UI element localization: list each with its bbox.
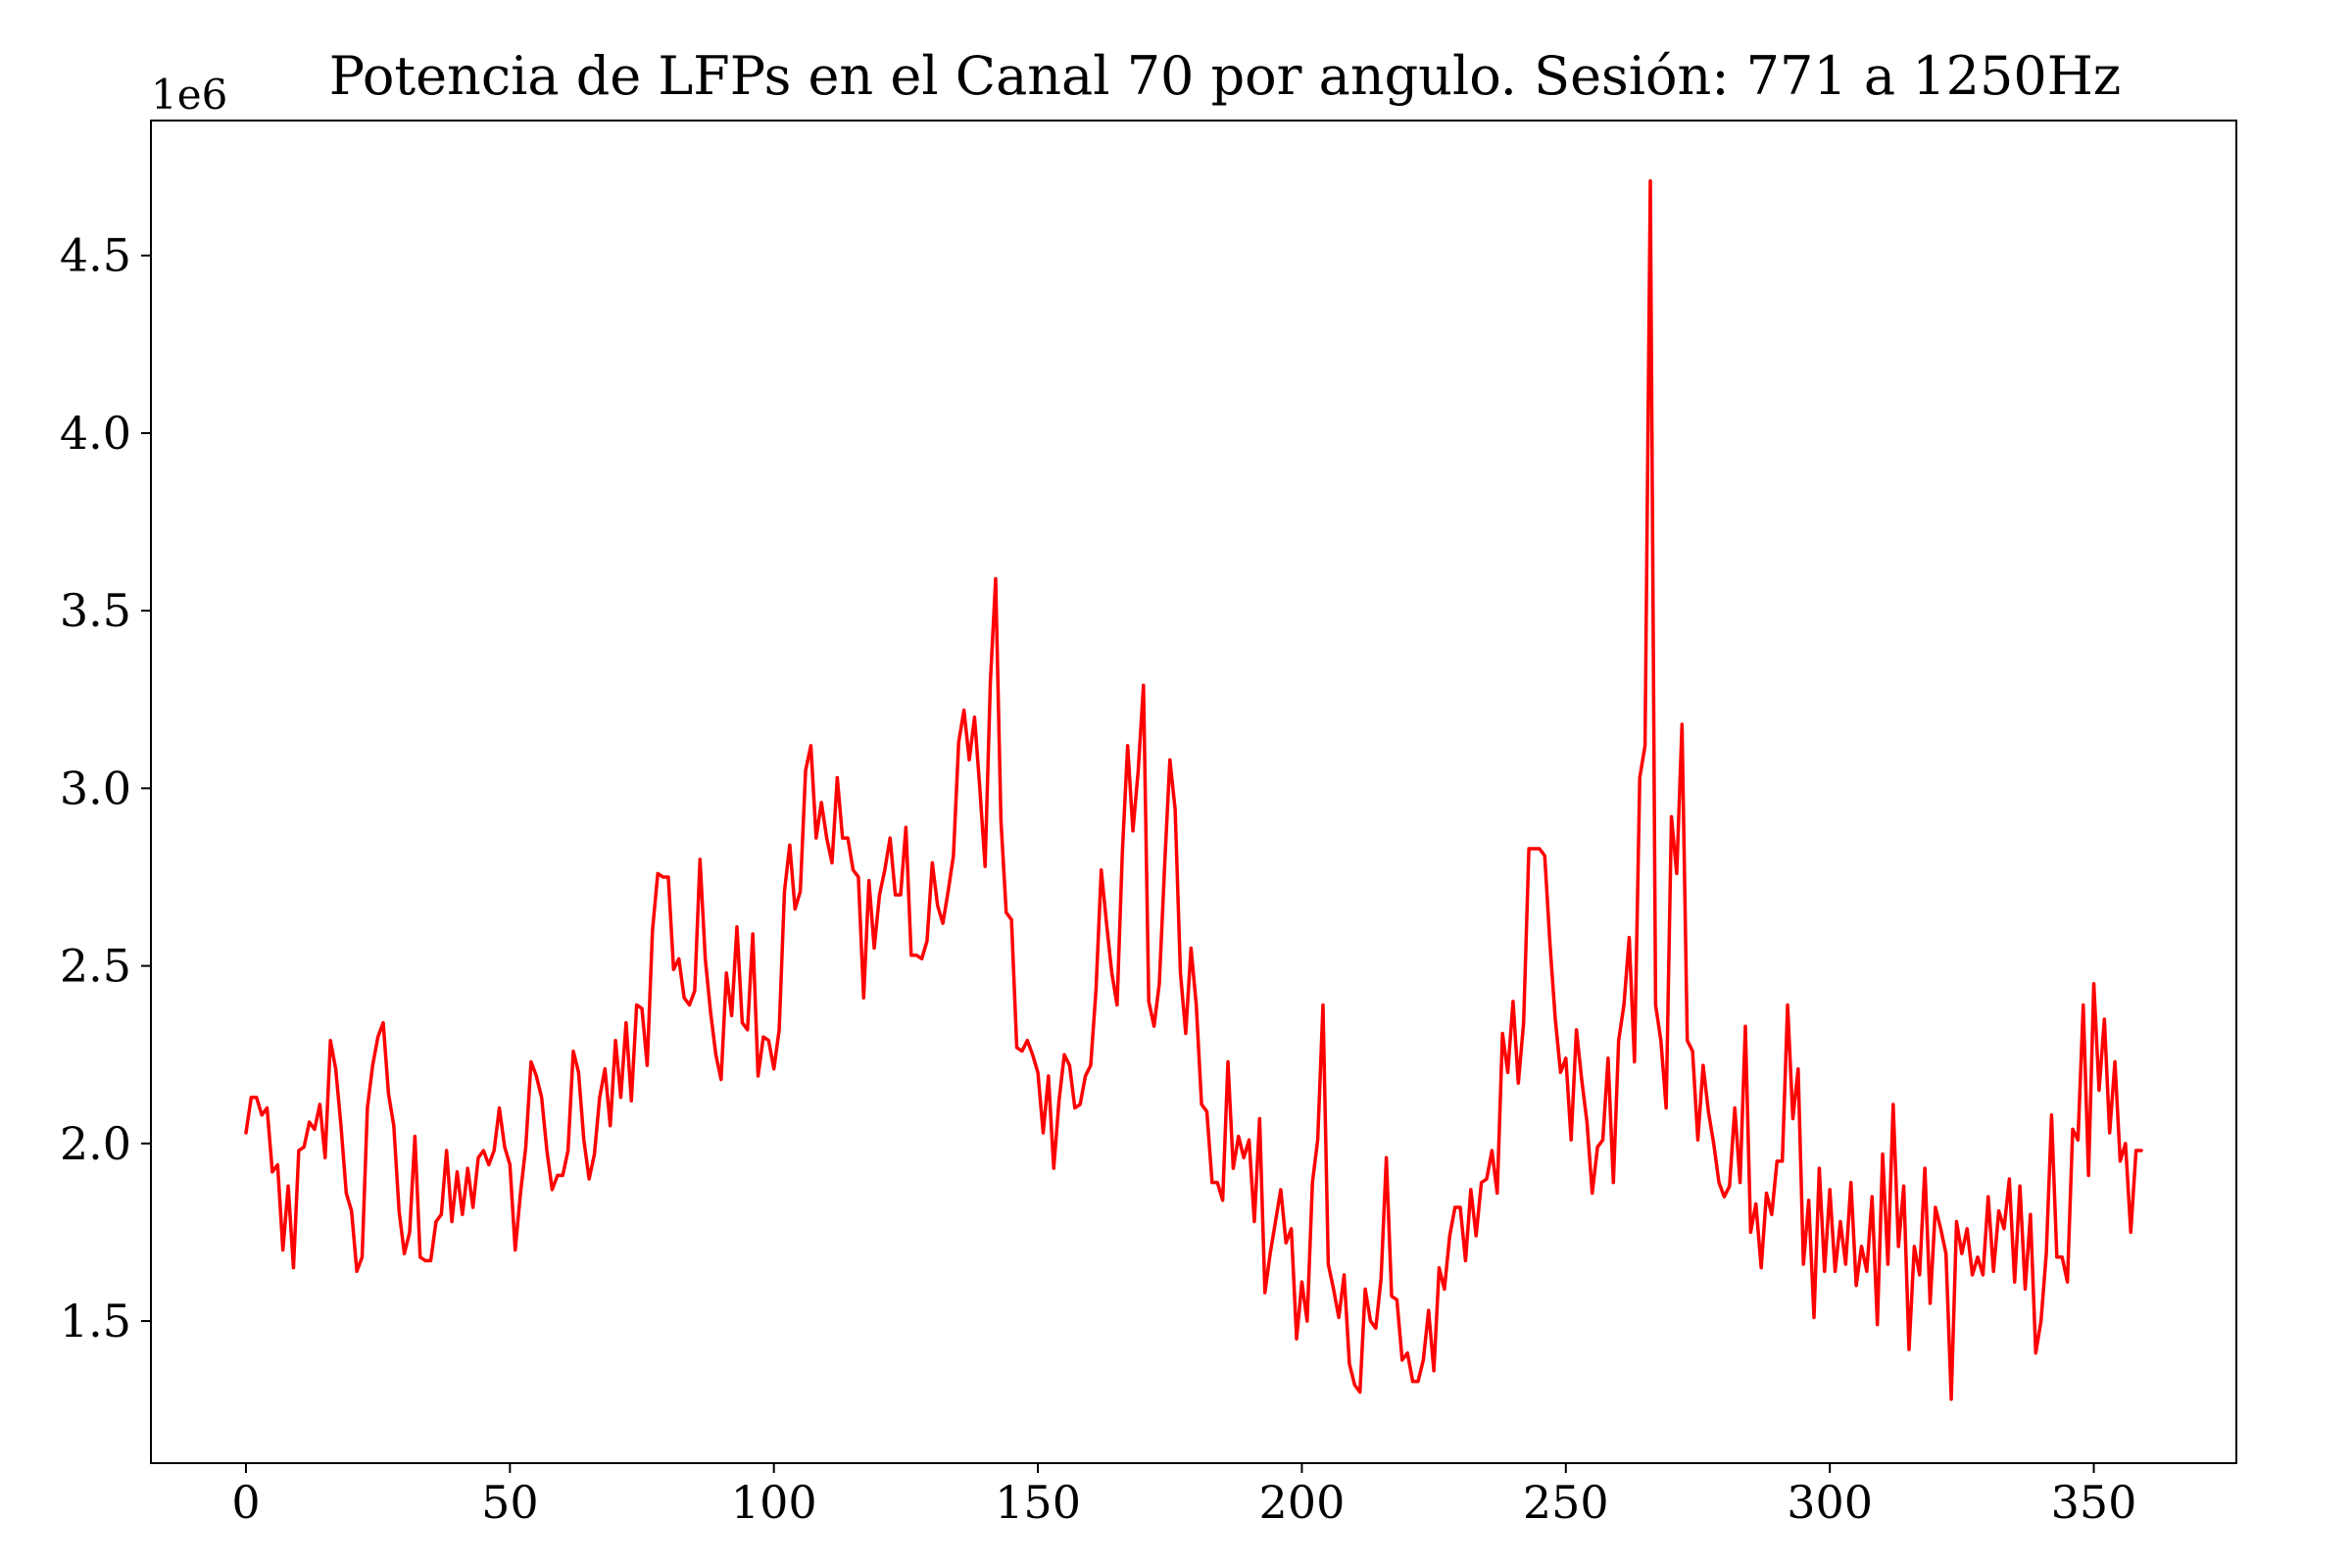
y-tick-label: 2.0	[60, 1117, 131, 1170]
x-tick-label: 0	[231, 1476, 260, 1529]
x-tick-label: 50	[481, 1476, 539, 1529]
x-tick-label: 300	[1787, 1476, 1873, 1529]
x-tick-label: 100	[731, 1476, 817, 1529]
y-tick-label: 4.0	[60, 407, 131, 460]
plot-area-frame	[150, 120, 2237, 1464]
x-tick-label: 350	[2051, 1476, 2137, 1529]
series-line	[244, 178, 2143, 1401]
x-tick-label: 250	[1523, 1476, 1609, 1529]
x-axis-ticks: 0 50 100 150 200 250 300 350	[231, 1463, 2136, 1529]
y-tick-label: 2.5	[60, 940, 131, 993]
y-tick-label: 3.0	[60, 761, 131, 814]
x-tick-label: 150	[995, 1476, 1081, 1529]
chart-title: Potencia de LFPs en el Canal 70 por angu…	[329, 45, 2122, 107]
y-axis-offset-text: 1e6	[151, 71, 227, 119]
x-tick-label: 200	[1259, 1476, 1346, 1529]
y-tick-label: 1.5	[60, 1295, 131, 1348]
y-tick-label: 4.5	[60, 229, 131, 282]
y-axis-ticks: 1.5 2.0 2.5 3.0 3.5 4.0 4.5	[60, 229, 151, 1348]
y-tick-label: 3.5	[60, 584, 131, 637]
